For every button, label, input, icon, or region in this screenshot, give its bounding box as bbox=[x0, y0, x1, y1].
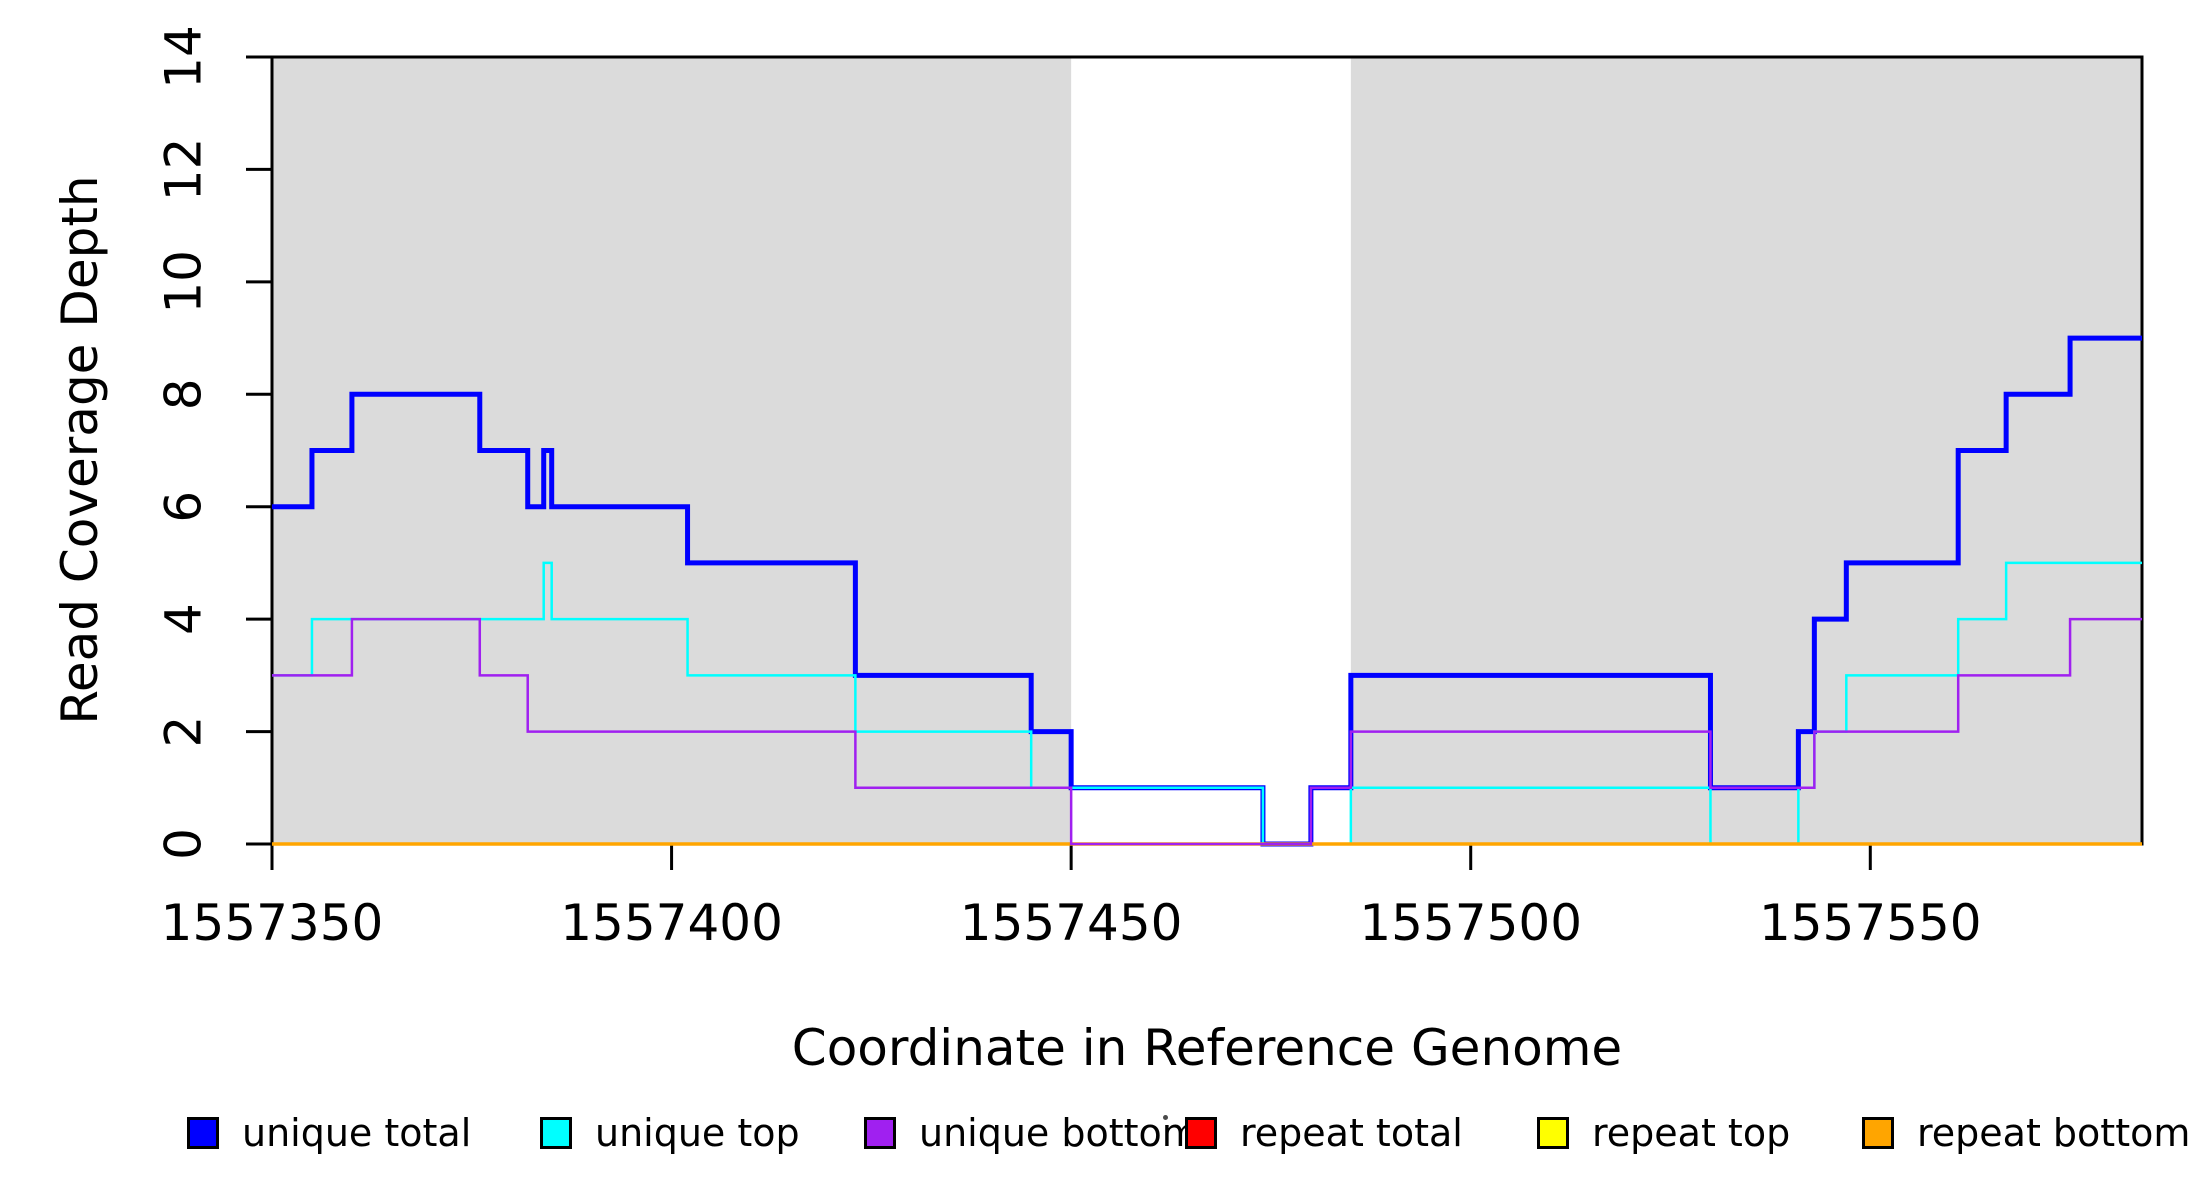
y-tick-label: 6 bbox=[155, 491, 213, 523]
shaded-region bbox=[1350, 57, 2142, 844]
y-axis-title: Read Coverage Depth bbox=[51, 175, 109, 725]
stray-mark bbox=[1163, 1115, 1168, 1120]
x-tick-label: 1557350 bbox=[161, 894, 384, 952]
y-tick-label: 4 bbox=[155, 603, 213, 635]
series-line-unique-bottom bbox=[272, 617, 2142, 846]
x-tick-label: 1557400 bbox=[560, 894, 783, 952]
x-tick-label: 1557500 bbox=[1359, 894, 1582, 952]
y-tick-label: 14 bbox=[155, 25, 213, 89]
shaded-region bbox=[272, 57, 1072, 844]
x-tick-label: 1557550 bbox=[1759, 894, 1982, 952]
x-axis-title: Coordinate in Reference Genome bbox=[791, 1019, 1623, 1077]
x-tick-label: 1557450 bbox=[960, 894, 1183, 952]
y-tick-label: 2 bbox=[155, 716, 213, 748]
y-tick-label: 10 bbox=[155, 250, 213, 314]
y-tick-label: 8 bbox=[155, 378, 213, 410]
y-tick-label: 12 bbox=[155, 138, 213, 202]
y-tick-label: 0 bbox=[155, 828, 213, 860]
